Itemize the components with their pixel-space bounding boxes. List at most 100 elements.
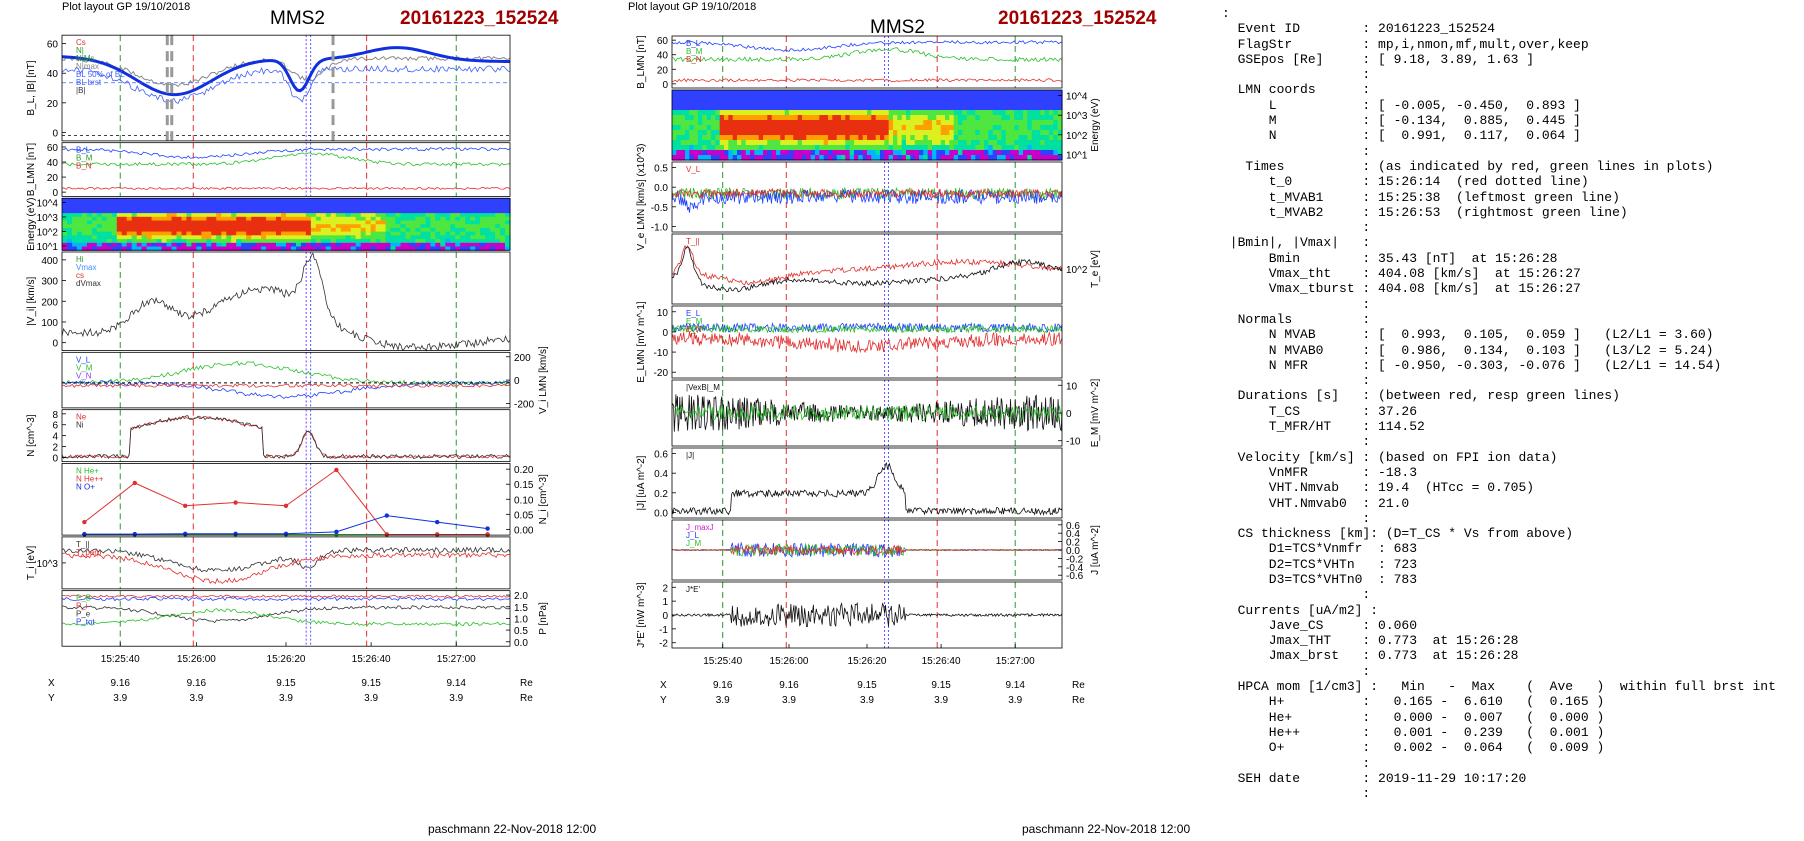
spectrogram-cell <box>201 227 207 233</box>
spectrogram-cell <box>836 150 842 156</box>
spectrogram-cell <box>867 100 872 106</box>
spectrogram-cell <box>767 90 773 96</box>
spectrogram-cell <box>201 205 207 210</box>
spectrogram-cell <box>771 90 777 96</box>
spectrogram-cell <box>810 105 816 111</box>
spectrogram-cell <box>385 220 392 225</box>
spectrogram-cell <box>789 120 794 126</box>
spectrogram-cell <box>936 95 942 101</box>
spectrogram-cell <box>724 110 729 116</box>
spectrogram-cell <box>305 205 312 210</box>
spectrogram-cell <box>693 120 699 126</box>
spectrogram-cell <box>676 115 682 121</box>
spectrogram-cell <box>1036 130 1041 136</box>
spectrogram-cell <box>156 231 163 236</box>
spectrogram-cell <box>1018 140 1024 146</box>
spectrogram-cell <box>767 155 773 161</box>
spectrogram-cell <box>741 155 747 161</box>
spectrogram-cell <box>475 231 481 236</box>
spectrogram-cell <box>286 231 292 236</box>
spectrogram-cell <box>1040 150 1046 156</box>
spectrogram-cell <box>845 145 851 151</box>
spectrogram-cell <box>1010 140 1015 146</box>
spectrogram-cell <box>988 90 994 96</box>
spectrogram-cell <box>425 205 431 210</box>
spectrogram-cell <box>1027 115 1033 121</box>
spectrogram-cell <box>724 155 729 161</box>
info-line: CS thickness [km]: (D=T_CS * Vs from abo… <box>1222 526 1574 542</box>
ephem-row-label: X <box>660 680 667 691</box>
spectrogram-cell <box>715 110 721 116</box>
spectrogram-cell <box>1027 155 1033 161</box>
spectrogram-cell <box>81 227 88 233</box>
spectrogram-cell <box>291 220 297 225</box>
y-axis-label: E_LMN [mV m^-1] <box>636 301 647 383</box>
spectrogram-cell <box>789 135 794 141</box>
spectrogram-cell <box>470 220 476 225</box>
spectrogram-cell <box>1005 145 1011 151</box>
spectrogram-cell <box>480 246 486 251</box>
spectrogram-cell <box>131 235 138 240</box>
spectrogram-cell <box>706 115 712 121</box>
spectrogram-cell <box>1053 95 1059 101</box>
spectrogram-cell <box>1014 140 1020 146</box>
spectrogram-cell <box>988 145 994 151</box>
trace-line <box>61 186 511 190</box>
spectrogram-cell <box>390 235 397 240</box>
spectrogram-cell <box>251 242 257 248</box>
spectrogram-cell <box>505 235 511 240</box>
spectrogram-cell <box>330 231 337 236</box>
spectrogram-cell <box>971 155 976 161</box>
spectrogram-cell <box>450 216 456 222</box>
spectrogram-cell <box>810 125 816 131</box>
spectrogram-cell <box>181 227 188 233</box>
spectrogram-cell <box>871 95 877 101</box>
spectrogram-cell <box>72 242 78 248</box>
spectrogram-cell <box>440 246 446 251</box>
spectrogram-cell <box>206 205 212 210</box>
spectrogram-cell <box>131 198 138 203</box>
spectrogram-cell <box>62 231 68 236</box>
spectrogram-cell <box>693 90 699 96</box>
spectrogram-cell <box>67 216 73 222</box>
legend-entry: |B| <box>76 86 86 95</box>
spectrogram-cell <box>823 145 829 151</box>
spectrogram-cell <box>425 220 431 225</box>
spectrogram-cell <box>390 205 397 210</box>
spectrogram-cell <box>420 224 426 229</box>
panel-frame <box>671 305 1063 379</box>
spectrogram-cell <box>91 205 98 210</box>
spectrogram-cell <box>96 239 103 244</box>
spectrogram-cell <box>676 130 682 136</box>
spectrogram-cell <box>296 224 302 229</box>
spectrogram-cell <box>121 242 128 248</box>
spectrogram-cell <box>67 235 73 240</box>
spectrogram-cell <box>706 110 712 116</box>
spectrogram-cell <box>226 227 232 233</box>
spectrogram-cell <box>276 239 282 244</box>
spectrogram-cell <box>216 198 222 203</box>
spectrogram-cell <box>385 201 392 207</box>
spectrogram-cell <box>793 110 799 116</box>
spectrogram-cell <box>832 140 838 146</box>
spectrogram-cell <box>136 213 143 218</box>
spectrogram-cell <box>758 130 764 136</box>
spectrogram-cell <box>500 235 506 240</box>
spectrogram-cell <box>715 150 721 156</box>
spectrogram-cell <box>702 140 708 146</box>
spectrogram-cell <box>1005 135 1011 141</box>
spectrogram-cell <box>146 205 153 210</box>
spectrogram-cell <box>310 227 317 233</box>
spectrogram-cell <box>927 145 933 151</box>
spectrogram-cell <box>715 130 721 136</box>
spectrogram-cell <box>500 231 506 236</box>
trace-line <box>671 543 1063 556</box>
spectrogram-cell <box>181 205 188 210</box>
spectrogram-cell <box>151 224 158 229</box>
spectrogram-cell <box>181 209 188 214</box>
spectrogram-cell <box>171 231 178 236</box>
spectrogram-cell <box>201 213 207 218</box>
spectrogram-cell <box>754 125 760 131</box>
spectrogram-cell <box>291 231 297 236</box>
spectrogram-cell <box>676 110 682 116</box>
